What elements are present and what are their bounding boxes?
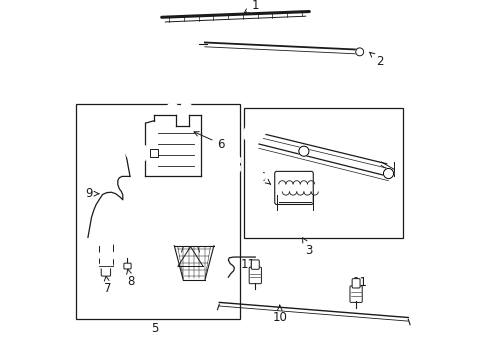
Circle shape [181, 102, 191, 113]
FancyBboxPatch shape [274, 171, 313, 204]
Circle shape [233, 166, 238, 171]
Circle shape [122, 249, 132, 258]
Circle shape [298, 146, 308, 156]
Circle shape [93, 252, 101, 259]
Text: 5: 5 [150, 322, 158, 335]
Text: 2: 2 [369, 52, 383, 68]
Text: 3: 3 [302, 238, 312, 257]
Bar [76, 104, 239, 319]
Text: 6: 6 [194, 132, 224, 150]
Text: 7: 7 [104, 276, 111, 295]
Bar [99, 244, 113, 266]
FancyBboxPatch shape [349, 286, 362, 302]
Bar [149, 149, 158, 157]
FancyBboxPatch shape [351, 279, 359, 288]
Text: 1: 1 [244, 0, 259, 14]
Text: 11: 11 [240, 258, 255, 277]
Text: 10: 10 [272, 305, 286, 324]
Ellipse shape [355, 48, 363, 56]
Text: 11: 11 [352, 276, 367, 295]
Circle shape [111, 252, 118, 259]
Bar [244, 108, 402, 238]
Ellipse shape [126, 144, 150, 162]
Circle shape [233, 158, 238, 163]
Circle shape [243, 124, 263, 144]
FancyBboxPatch shape [101, 265, 110, 276]
FancyBboxPatch shape [123, 263, 131, 269]
Text: 9: 9 [85, 187, 99, 200]
Circle shape [230, 163, 241, 174]
FancyBboxPatch shape [251, 260, 259, 269]
Ellipse shape [99, 263, 113, 269]
Ellipse shape [354, 198, 365, 205]
Text: 4: 4 [258, 171, 270, 184]
Circle shape [167, 103, 178, 113]
Ellipse shape [135, 148, 145, 158]
Circle shape [257, 127, 265, 136]
Text: 8: 8 [126, 269, 135, 288]
Circle shape [230, 155, 241, 165]
FancyBboxPatch shape [249, 267, 261, 284]
Ellipse shape [255, 173, 265, 180]
Ellipse shape [99, 241, 113, 247]
Circle shape [383, 168, 393, 179]
